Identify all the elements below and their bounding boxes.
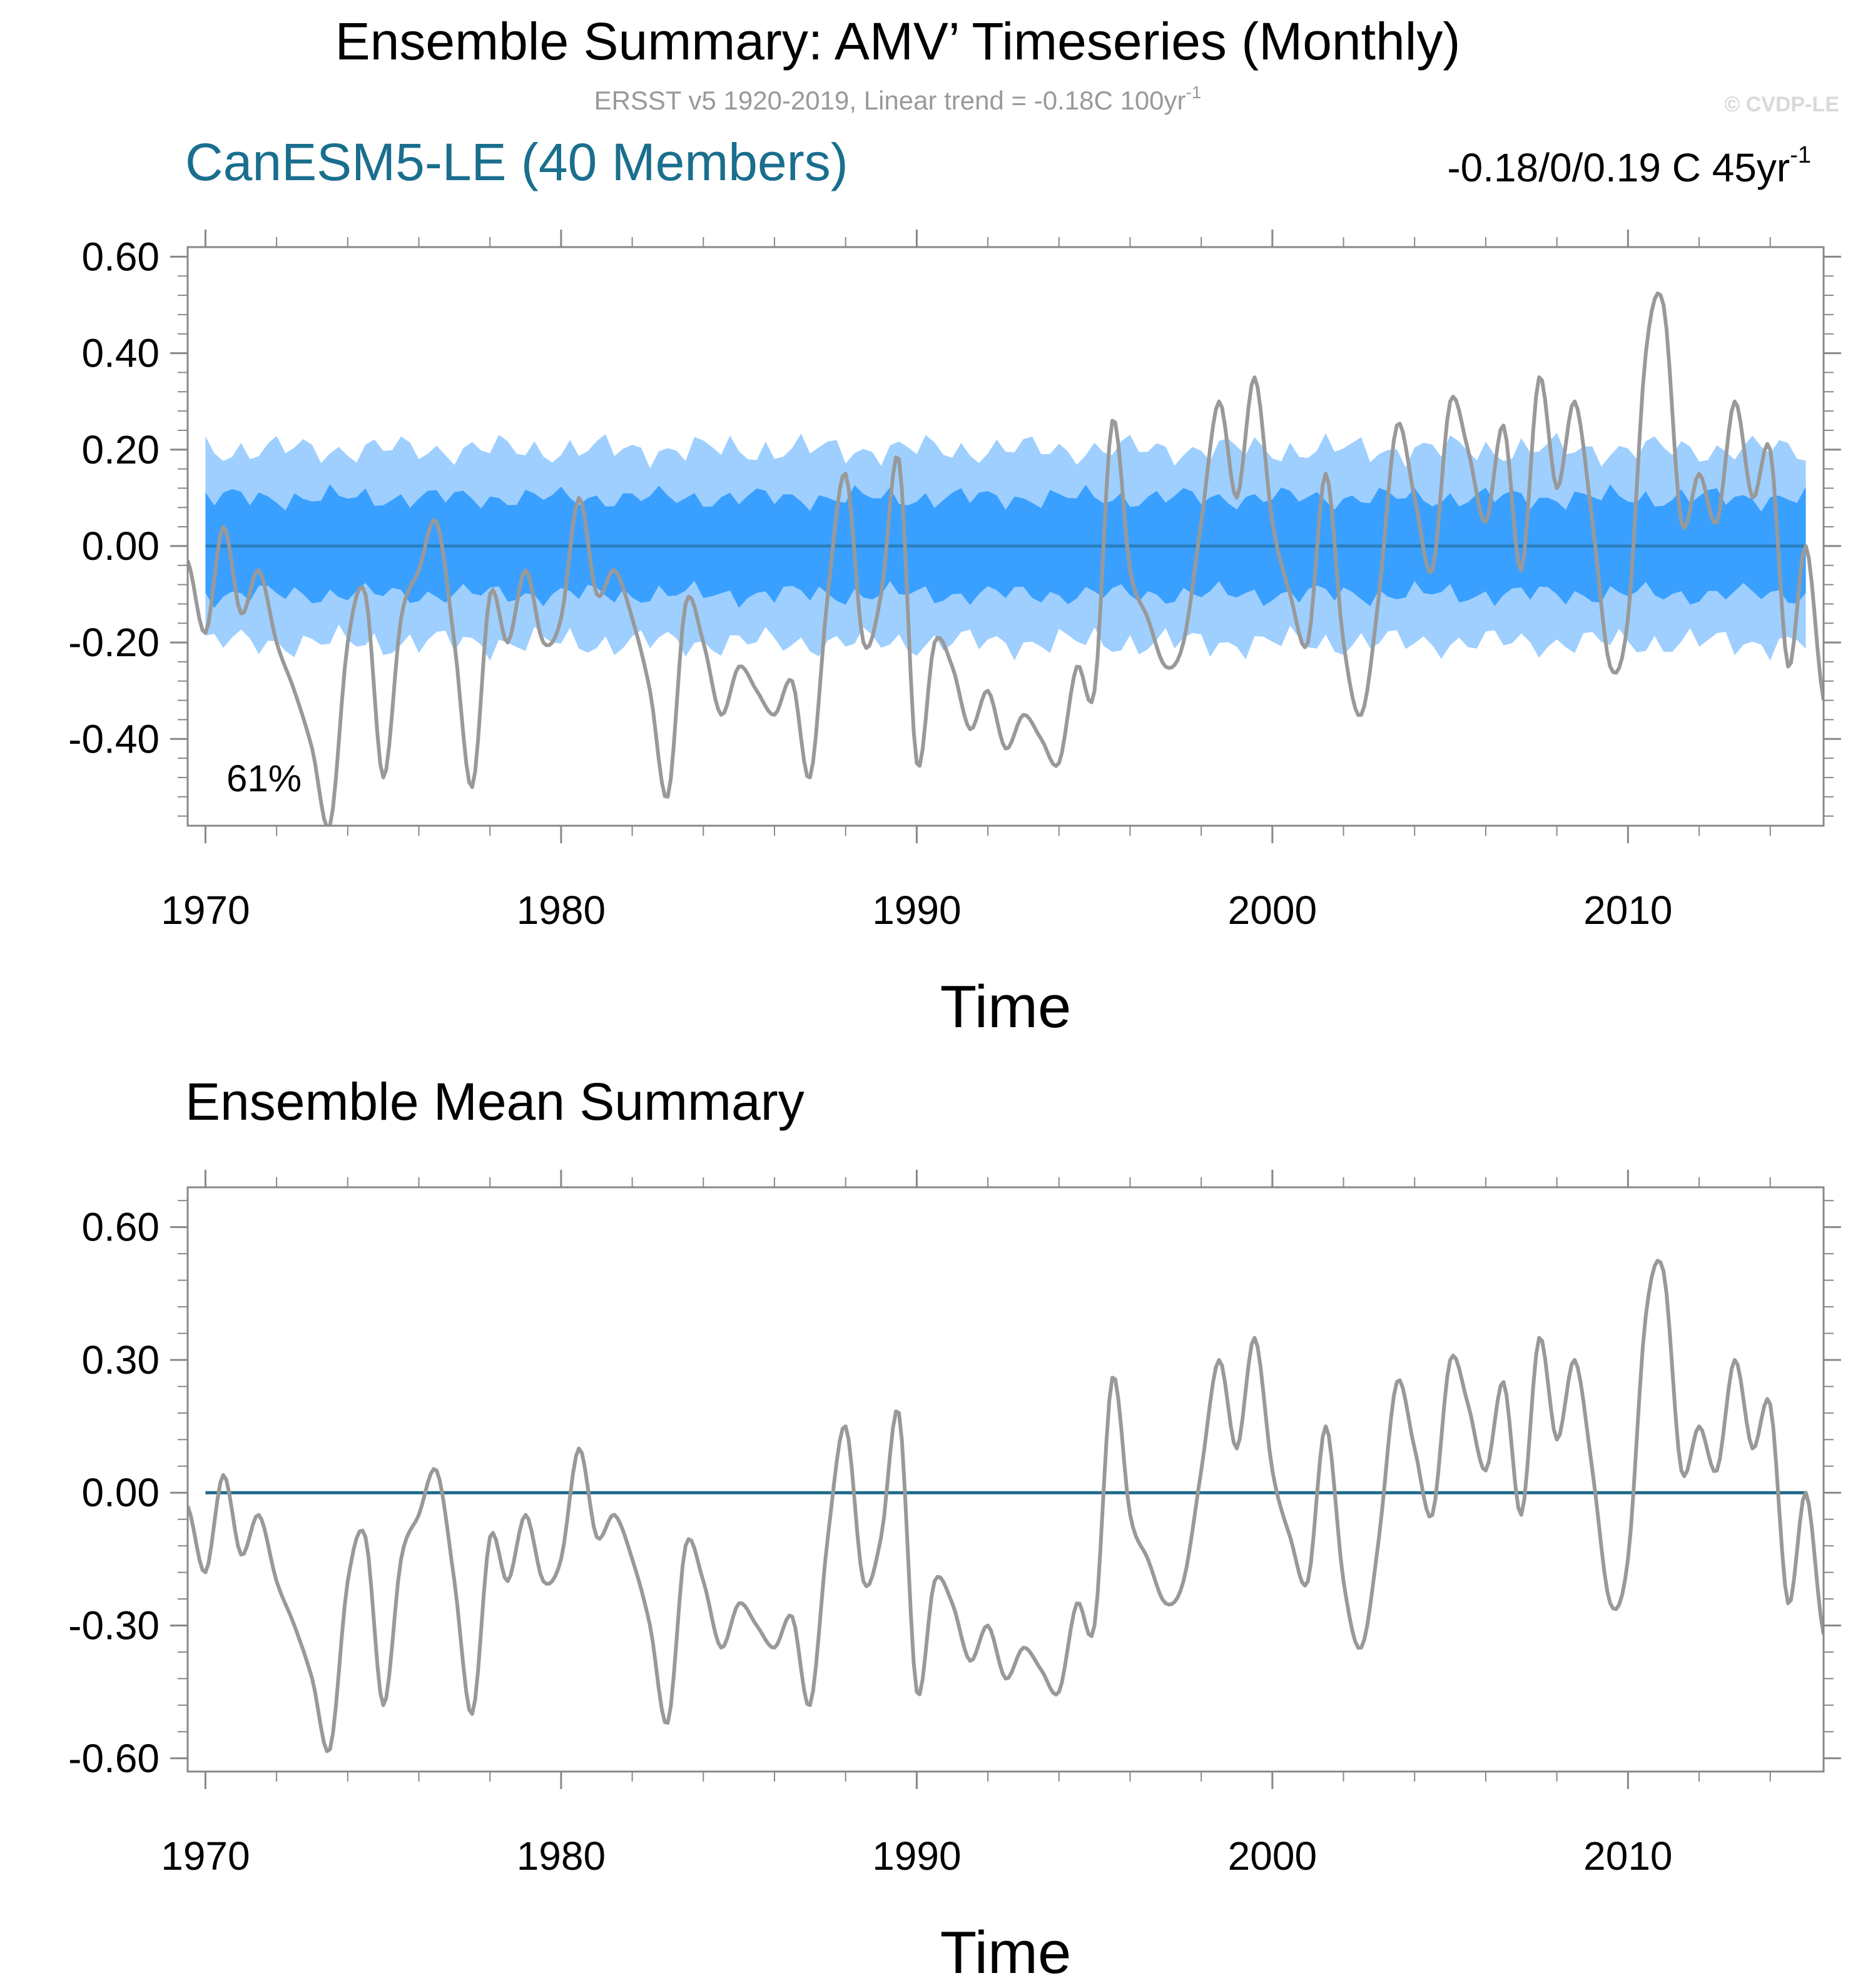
bottom-xaxis-title: Time (940, 1919, 1072, 1985)
top-xtick-label: 1980 (517, 888, 606, 933)
figure-subtitle-main: ERSST v5 1920-2019, Linear trend = -0.18… (594, 86, 1186, 115)
bottom-xtick-label: 2010 (1583, 1833, 1672, 1879)
top-plot-area (188, 291, 1824, 826)
figure-subtitle: ERSST v5 1920-2019, Linear trend = -0.18… (594, 83, 1202, 115)
bottom-panel-title: Ensemble Mean Summary (185, 1072, 805, 1131)
bottom-ytick-label: 0.60 (81, 1205, 160, 1250)
top-panel-title: CanESM5-LE (40 Members) (185, 133, 848, 191)
top-xtick-label: 2000 (1228, 888, 1317, 933)
bottom-plot-area (188, 1259, 1824, 1753)
bottom-panel: -0.60 -0.30 0.00 0.30 0.60 1970 1980 1990 2000 20… (68, 1170, 1841, 1986)
top-ytick-label: 0.20 (81, 427, 160, 472)
top-frame (186, 246, 1825, 827)
top-ytick-label: 0.40 (81, 331, 160, 376)
watermark: © CVDP-LE (1724, 93, 1839, 116)
top-series-line-0 (188, 291, 1824, 826)
bottom-frame (186, 1186, 1825, 1773)
top-panel: -0.40 -0.20 0.00 0.20 0.40 0.60 1970 1980 1990 20… (68, 230, 1841, 1040)
top-panel-trend-label: -0.18/0/0.19 C 45yr-1 (1447, 142, 1811, 190)
top-xtick-label: 1990 (872, 888, 961, 933)
bottom-ytick-label: 0.30 (81, 1337, 160, 1382)
top-xaxis-title: Time (940, 973, 1072, 1040)
top-xtick-label: 1970 (161, 888, 250, 933)
figure-subtitle-sup: -1 (1186, 83, 1202, 102)
bottom-ytick-label: 0.00 (81, 1470, 160, 1515)
bottom-xtick-label: 2000 (1228, 1833, 1317, 1879)
top-ytick-label: 0.60 (81, 234, 160, 279)
bottom-series-line-0 (188, 1259, 1824, 1753)
figure-title: Ensemble Summary: AMV’ Timeseries (Month… (335, 12, 1461, 71)
top-ytick-label: 0.00 (81, 524, 160, 569)
top-xtick-label: 2010 (1583, 888, 1672, 933)
bottom-xtick-label: 1970 (161, 1833, 250, 1879)
bottom-ytick-label: -0.30 (68, 1603, 160, 1648)
bottom-xtick-label: 1980 (517, 1833, 606, 1879)
bottom-ytick-label: -0.60 (68, 1736, 160, 1781)
bottom-xtick-label: 1990 (872, 1833, 961, 1879)
top-percent-label: 61% (226, 758, 302, 799)
top-ytick-label: -0.40 (68, 716, 160, 761)
top-panel-trend-main: -0.18/0/0.19 C 45yr (1447, 145, 1790, 190)
top-panel-trend-sup: -1 (1790, 142, 1811, 168)
top-ytick-label: -0.20 (68, 620, 160, 665)
